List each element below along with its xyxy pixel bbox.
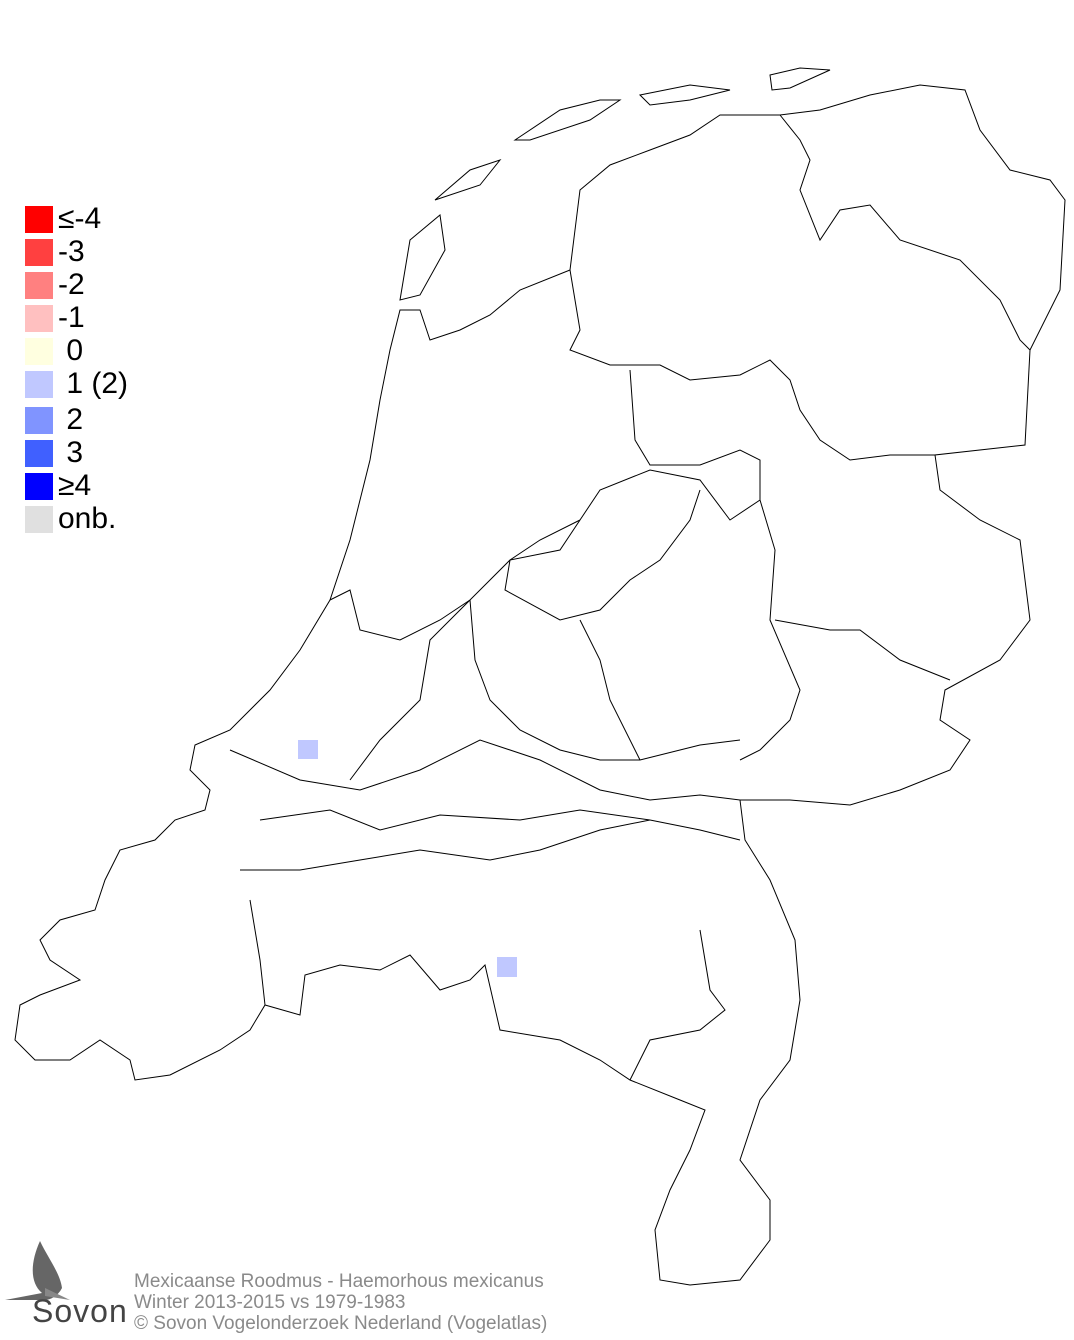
legend-swatch	[25, 439, 53, 467]
legend-swatch	[25, 406, 53, 434]
overijssel-border	[774, 619, 951, 681]
utrecht-border	[469, 599, 741, 761]
legend-label: onb.	[58, 502, 117, 535]
legend-label: -1	[58, 301, 85, 334]
species-name: Mexicaanse Roodmus - Haemorhous mexicanu…	[134, 1271, 544, 1292]
legend-item: onb.	[25, 502, 117, 535]
friesland-border	[569, 269, 935, 461]
south-holland-border	[349, 599, 471, 781]
copyright: © Sovon Vogelonderzoek Nederland (Vogela…	[134, 1313, 548, 1334]
flevoland-outline	[504, 369, 761, 621]
legend-label: -3	[58, 235, 85, 268]
legend-swatch	[25, 337, 53, 365]
legend-swatch	[25, 472, 53, 500]
gelderland-border	[579, 499, 801, 761]
period: Winter 2013-2015 vs 1979-1983	[134, 1292, 406, 1313]
groningen-border	[779, 114, 1031, 351]
legend-item: -3	[25, 235, 85, 268]
rivers	[229, 739, 741, 841]
legend-item: 3	[25, 436, 84, 469]
legend-swatch	[25, 505, 53, 533]
legend-swatch	[25, 238, 53, 266]
map-cell-2	[497, 957, 517, 977]
map-cell-1	[298, 740, 318, 759]
legend-item: -2	[25, 268, 85, 301]
legend-item: ≥4	[25, 469, 92, 502]
legend-label: ≥4	[58, 469, 92, 502]
sovon-logo-text: Sovon	[32, 1293, 128, 1329]
legend-item: 1 (2)	[25, 367, 129, 400]
legend-label: 0	[58, 334, 84, 367]
legend-swatch	[25, 370, 53, 398]
legend-item: 2	[25, 403, 84, 436]
swallow-icon	[5, 1241, 70, 1300]
north-holland-border	[329, 519, 581, 641]
zeeland-brabant-border	[240, 819, 651, 1006]
country-outline	[14, 84, 1066, 1286]
legend-label: 1 (2)	[58, 367, 129, 400]
legend-swatch	[25, 304, 53, 332]
legend-item: 0	[25, 334, 84, 367]
legend-item: ≤-4	[25, 202, 102, 235]
legend-swatch	[25, 205, 53, 233]
legend-label: ≤-4	[58, 202, 102, 235]
province-borders	[14, 67, 1066, 1286]
legend-label: 2	[58, 403, 84, 436]
legend-label: -2	[58, 268, 85, 301]
legend-swatch	[25, 271, 53, 299]
wadden-islands	[399, 67, 831, 301]
limburg-border	[629, 929, 726, 1081]
legend-item: -1	[25, 301, 85, 334]
legend-label: 3	[58, 436, 84, 469]
footer: Mexicaanse Roodmus - Haemorhous mexicanu…	[134, 1271, 547, 1334]
